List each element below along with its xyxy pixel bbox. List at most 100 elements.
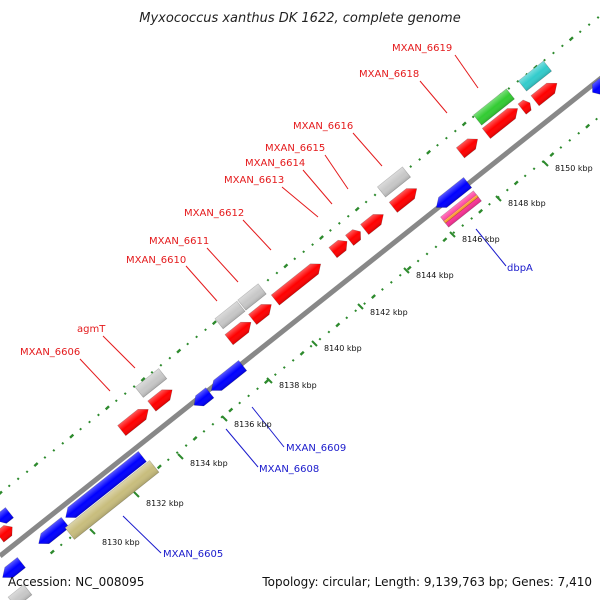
gene-label-mxan-6612: MXAN_6612 [184, 208, 244, 219]
tick-dot [228, 407, 234, 413]
tick-dot [453, 129, 457, 133]
major-tick-2 [177, 453, 184, 460]
tick-dot [299, 350, 305, 356]
tick-dot [568, 139, 572, 142]
leader-line-13 [225, 428, 259, 468]
tick-dot [114, 399, 118, 403]
tick-dot [43, 456, 47, 459]
tick-dot [302, 250, 306, 254]
gene-label-mxan-6611: MXAN_6611 [149, 236, 209, 247]
tick-dot [577, 131, 581, 135]
tick-dot [549, 152, 555, 158]
tick-dot [532, 167, 536, 171]
gene-label-mxan-6608: MXAN_6608 [259, 464, 319, 475]
leader-line-5 [281, 186, 319, 218]
leader-line-4 [302, 169, 333, 205]
tick-dot [52, 449, 56, 452]
tick-dot [7, 484, 11, 488]
tick-dot [354, 206, 360, 212]
tick-dot [371, 294, 376, 299]
tick-dot [596, 16, 600, 19]
gene-mxan-6609 [210, 360, 248, 391]
tick-label-8132: 8132 kbp [146, 499, 184, 508]
tick-dot [49, 549, 55, 555]
gene-blue-edge [0, 507, 14, 524]
major-tick-8 [449, 231, 456, 238]
tick-dot [61, 441, 65, 445]
tick-label-8136: 8136 kbp [234, 420, 272, 429]
tick-dot [175, 451, 179, 455]
tick-label-8130: 8130 kbp [102, 538, 140, 547]
tick-dot [364, 200, 368, 204]
tick-dot [282, 366, 286, 369]
outer-tick-ring [0, 16, 600, 495]
tick-dot [59, 543, 63, 547]
tick-dot [263, 379, 269, 385]
tick-dot [195, 335, 198, 339]
tick-dot [471, 115, 475, 119]
tick-dot [595, 117, 598, 121]
tick-dot [363, 302, 366, 306]
gene-label-mxan-6609: MXAN_6609 [286, 443, 346, 454]
tick-dot [488, 202, 491, 206]
tick-dot [156, 464, 162, 470]
tick-dot [436, 143, 439, 147]
tick-dot [478, 208, 484, 214]
gene-small-red [517, 99, 532, 115]
tick-label-8138: 8138 kbp [279, 381, 317, 390]
tick-dot [452, 231, 456, 235]
tick-dot [211, 422, 215, 426]
tick-dot [568, 36, 574, 42]
genome-info-text: Topology: circular; Length: 9,139,763 bp… [261, 575, 592, 589]
tick-dot [132, 385, 136, 388]
tick-dot [318, 337, 322, 341]
tick-dot [176, 348, 182, 354]
tick-dot [329, 229, 332, 232]
tick-dot [389, 280, 393, 284]
tick-dot [434, 245, 438, 249]
tick-dot [309, 344, 313, 348]
tick-dot [0, 490, 3, 495]
tick-dot [409, 165, 413, 168]
tick-dot [168, 356, 172, 360]
tick-label-8140: 8140 kbp [324, 344, 362, 353]
tick-dot [202, 429, 206, 433]
leader-line-7 [206, 247, 239, 283]
gene-label-mxan-6614: MXAN_6614 [245, 158, 305, 169]
tick-dot [461, 224, 465, 227]
gene-mxan-6613 [328, 239, 348, 259]
leader-line-14 [122, 515, 162, 554]
tick-label-8150: 8150 kbp [555, 164, 593, 173]
tick-dot [505, 188, 509, 192]
tick-dot [418, 158, 422, 161]
tick-dot [186, 342, 190, 346]
tick-dot [211, 320, 217, 326]
gene-label-mxan-6605: MXAN_6605 [163, 549, 223, 560]
tick-dot [273, 373, 277, 376]
tick-dot [445, 136, 448, 140]
tick-dot [79, 427, 83, 431]
tick-dot [16, 477, 20, 481]
gene-label-mxan-6616: MXAN_6616 [293, 121, 353, 132]
gene-mxan-6612 [270, 263, 322, 306]
tick-dot [159, 363, 163, 367]
tick-dot [104, 405, 110, 411]
tick-dot [345, 316, 349, 320]
tick-dot [354, 309, 358, 313]
gene-label-mxan-6619: MXAN_6619 [392, 43, 452, 54]
major-tick-9 [495, 195, 502, 202]
label-leader-lines [79, 54, 507, 554]
tick-label-8134: 8134 kbp [190, 459, 228, 468]
tick-dot [33, 462, 39, 468]
tick-dot [123, 392, 127, 396]
tick-dot [513, 180, 519, 186]
tick-dot [150, 370, 154, 374]
gene-label-mxan-6610: MXAN_6610 [126, 255, 186, 266]
major-tick-4 [266, 377, 273, 384]
tick-dot [69, 433, 75, 439]
gene-label-dbpa: dbpA [507, 263, 533, 274]
tick-dot [319, 235, 324, 240]
tick-dot [381, 288, 384, 291]
leader-line-10 [79, 358, 111, 392]
leader-line-3 [324, 154, 349, 190]
